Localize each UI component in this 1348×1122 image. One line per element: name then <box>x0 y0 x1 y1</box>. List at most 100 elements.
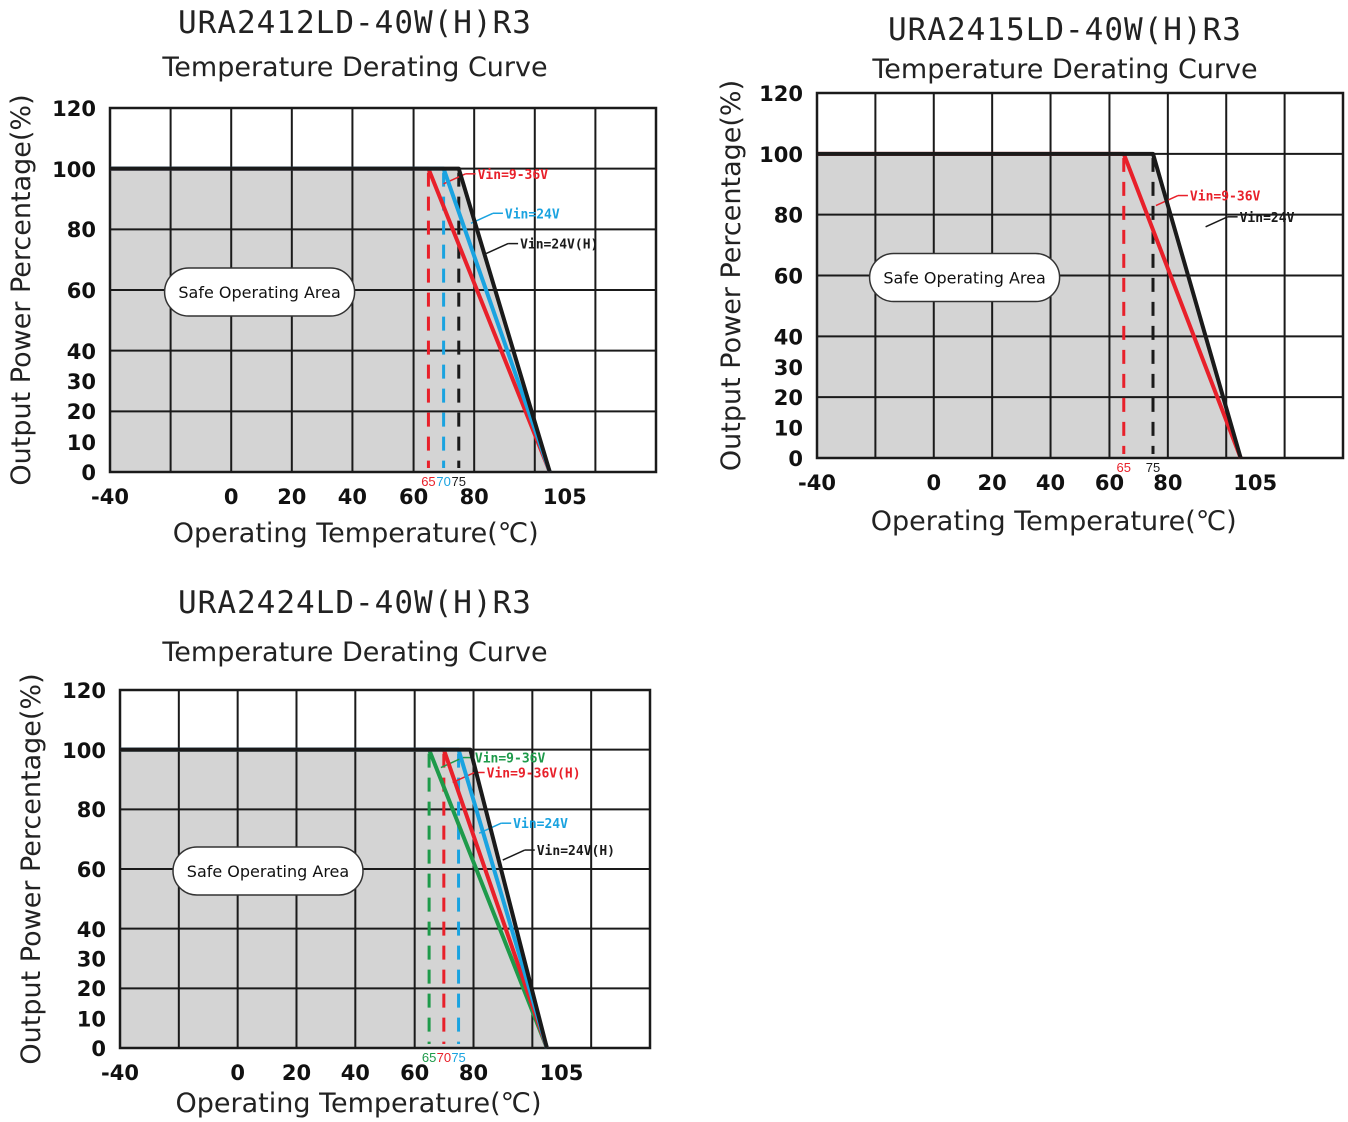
y-tick-label: 20 <box>67 400 96 424</box>
y-tick-label: 60 <box>67 279 96 303</box>
x-tick-label: 20 <box>277 485 306 509</box>
safe-area-badge <box>172 846 364 896</box>
marker-label: 70 <box>437 1050 451 1065</box>
y-tick-label: 100 <box>62 739 106 763</box>
plot-frame <box>815 91 1345 460</box>
chart-1: URA2412LD-40W(H)R3 Temperature Derating C… <box>6 5 658 549</box>
legend-label: Vin=24V(H) <box>537 844 615 859</box>
marker-label: 70 <box>436 474 450 489</box>
legend-leader <box>452 771 475 784</box>
marker-label: 65 <box>422 1050 436 1065</box>
x-tick-label: -40 <box>101 1061 139 1085</box>
x-axis-title: Operating Temperature(℃) <box>176 1088 542 1119</box>
chart-3: URA2424LD-40W(H)R3 Temperature Derating C… <box>16 585 652 1119</box>
safe-operating-area <box>120 749 547 1048</box>
x-tick-label: 105 <box>543 485 587 509</box>
safe-area-badge <box>163 267 356 317</box>
x-tick-label: 40 <box>341 1061 370 1085</box>
chart-model-title: URA2412LD-40W(H)R3 <box>178 5 532 41</box>
marker-label: 75 <box>452 474 466 489</box>
y-tick-label: 60 <box>77 858 106 882</box>
legend-label: Vin=24V(H) <box>520 238 598 253</box>
marker-label: 75 <box>1146 460 1160 475</box>
y-tick-label: 60 <box>774 265 803 289</box>
x-tick-label: 80 <box>459 1061 488 1085</box>
y-tick-label: 40 <box>774 325 803 349</box>
y-tick-label: 30 <box>67 370 96 394</box>
chart-2: URA2415LD-40W(H)R3 Temperature Derating C… <box>716 12 1345 537</box>
y-tick-label: 10 <box>77 1007 106 1031</box>
y-tick-label: 0 <box>81 461 96 485</box>
plot-frame <box>108 106 658 474</box>
legend-leader <box>502 849 526 861</box>
series-line <box>110 166 552 473</box>
y-axis-title: Output Power Percentage(%) <box>16 673 47 1064</box>
legend-label: Vin=24V <box>1240 211 1295 226</box>
y-tick-label: 40 <box>67 340 96 364</box>
y-tick-label: 120 <box>62 679 106 703</box>
x-tick-label: -40 <box>798 471 836 495</box>
legend-label: Vin=9-36V <box>478 168 549 183</box>
series-line <box>817 151 1243 459</box>
series-line <box>120 747 549 1049</box>
marker-label: 65 <box>1117 460 1131 475</box>
legend-label: Vin=9-36V <box>1190 190 1261 205</box>
y-tick-label: 80 <box>774 204 803 228</box>
x-axis-title: Operating Temperature(℃) <box>871 506 1237 537</box>
y-tick-label: 100 <box>52 158 96 182</box>
y-tick-label: 80 <box>67 218 96 242</box>
safe-area-label: Safe Operating Area <box>883 269 1045 288</box>
legend-label: Vin=24V <box>513 817 568 832</box>
legend-leader <box>440 756 464 769</box>
x-tick-label: 0 <box>926 471 941 495</box>
y-axis-title: Output Power Percentage(%) <box>6 94 37 485</box>
chart-title: Temperature Derating Curve <box>871 54 1257 85</box>
y-tick-label: 20 <box>77 977 106 1001</box>
safe-operating-area <box>110 168 550 472</box>
marker-label: 75 <box>451 1050 465 1065</box>
y-tick-label: 10 <box>774 417 803 441</box>
x-tick-label: 20 <box>282 1061 311 1085</box>
x-tick-label: 60 <box>400 1061 429 1085</box>
marker-label: 65 <box>421 474 435 489</box>
x-tick-label: 40 <box>1036 471 1065 495</box>
safe-area-label: Safe Operating Area <box>178 283 340 302</box>
x-tick-label: 60 <box>399 485 428 509</box>
x-tick-label: 0 <box>230 1061 245 1085</box>
y-tick-label: 10 <box>67 431 96 455</box>
x-tick-label: 20 <box>978 471 1007 495</box>
safe-area-label: Safe Operating Area <box>187 862 349 881</box>
y-tick-label: 100 <box>759 143 803 167</box>
legend-label: Vin=9-36V(H) <box>487 766 581 781</box>
x-tick-label: 105 <box>540 1061 584 1085</box>
x-tick-label: 80 <box>460 485 489 509</box>
x-tick-label: 40 <box>338 485 367 509</box>
x-tick-label: 80 <box>1153 471 1182 495</box>
y-tick-label: 30 <box>77 948 106 972</box>
y-tick-label: 120 <box>759 82 803 106</box>
chart-model-title: URA2424LD-40W(H)R3 <box>178 585 532 621</box>
safe-operating-area <box>817 153 1241 459</box>
plot-frame <box>118 688 652 1050</box>
y-tick-label: 0 <box>91 1037 106 1061</box>
legend-label: Vin=9-36V <box>475 752 546 767</box>
y-tick-label: 20 <box>774 386 803 410</box>
y-tick-label: 80 <box>77 798 106 822</box>
x-tick-label: 0 <box>224 485 239 509</box>
x-tick-label: 60 <box>1095 471 1124 495</box>
y-tick-label: 30 <box>774 356 803 380</box>
y-tick-label: 40 <box>77 918 106 942</box>
y-tick-label: 120 <box>52 97 96 121</box>
x-tick-label: -40 <box>91 485 129 509</box>
legend-leader <box>485 242 509 255</box>
legend-label: Vin=24V <box>505 207 560 222</box>
chart-model-title: URA2415LD-40W(H)R3 <box>888 12 1242 48</box>
safe-area-badge <box>868 252 1061 303</box>
y-tick-label: 0 <box>788 447 803 471</box>
chart-title: Temperature Derating Curve <box>161 52 547 83</box>
legend-leader <box>1205 216 1228 228</box>
chart-title: Temperature Derating Curve <box>161 637 547 668</box>
y-axis-title: Output Power Percentage(%) <box>716 80 747 471</box>
x-tick-label: 105 <box>1233 471 1277 495</box>
